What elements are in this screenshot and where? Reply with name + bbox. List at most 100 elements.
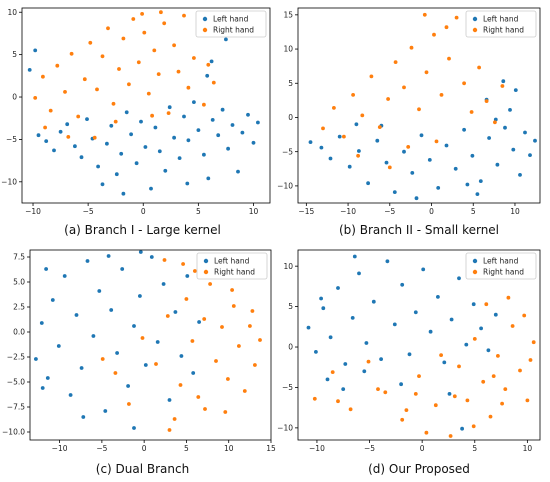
data-point (113, 119, 118, 124)
axes-frame (297, 7, 541, 204)
legend-label: Right hand (483, 26, 524, 35)
legend: Left hand Right hand (195, 10, 267, 38)
data-point (439, 93, 444, 97)
data-point (140, 336, 145, 340)
data-point (92, 135, 97, 140)
data-point (161, 282, 166, 286)
data-point (206, 176, 211, 181)
y-tick-label: −5 (282, 383, 293, 392)
data-point (421, 267, 426, 272)
data-point (85, 259, 90, 263)
data-point (376, 387, 380, 391)
data-point (182, 114, 186, 119)
data-point (484, 302, 489, 307)
data-point (533, 138, 537, 143)
legend-label: Right hand (213, 26, 254, 35)
data-point (63, 90, 67, 94)
data-point (513, 88, 518, 92)
legend-box (465, 252, 537, 280)
data-point (528, 153, 532, 158)
data-point (506, 295, 511, 300)
data-point (172, 417, 177, 421)
data-point (312, 396, 317, 401)
legend-label: Right hand (483, 268, 524, 277)
data-point (357, 149, 361, 153)
data-point (143, 363, 148, 367)
y-tick-label: −2.5 (7, 353, 25, 362)
data-point (384, 160, 389, 165)
data-point (181, 262, 186, 266)
data-point (121, 36, 126, 41)
data-point (501, 79, 506, 84)
data-point (226, 377, 230, 381)
data-point (157, 149, 162, 154)
data-point (223, 410, 228, 414)
data-point (211, 80, 216, 85)
data-point (511, 147, 516, 152)
data-point (454, 15, 459, 20)
data-point (410, 171, 415, 175)
data-point (337, 134, 342, 139)
legend-marker (202, 16, 208, 22)
data-point (414, 196, 419, 201)
data-point (354, 122, 359, 127)
x-tick-label: 0 (142, 444, 147, 453)
data-point (496, 354, 500, 358)
data-point (448, 434, 453, 438)
data-point (216, 133, 221, 138)
data-point (453, 166, 458, 171)
data-point (351, 93, 355, 97)
data-point (150, 113, 155, 118)
series-left-hand (306, 254, 498, 431)
data-point (424, 70, 429, 75)
data-point (186, 138, 191, 143)
data-point (356, 153, 360, 158)
data-point (342, 134, 346, 139)
y-tick-label: 0 (288, 343, 293, 352)
data-point (383, 390, 388, 395)
data-point (134, 161, 139, 166)
y-tick-label: 0 (288, 113, 293, 122)
legend-label: Left hand (214, 257, 250, 266)
data-point (417, 374, 421, 378)
data-point (173, 310, 178, 314)
data-point (113, 371, 118, 375)
data-point (111, 101, 116, 106)
data-point (452, 394, 457, 399)
data-point (236, 169, 240, 174)
legend-marker (203, 269, 209, 275)
data-point (417, 107, 421, 112)
data-point (85, 117, 89, 121)
data-point (91, 334, 96, 338)
data-point (146, 91, 151, 96)
data-point (202, 152, 206, 157)
data-point (156, 72, 161, 76)
data-point (226, 146, 231, 151)
legend-marker (203, 258, 209, 264)
data-point (357, 271, 361, 276)
data-point (432, 32, 436, 37)
data-point (140, 12, 145, 16)
data-point (457, 276, 461, 281)
x-tick-label: −10 (52, 444, 68, 453)
data-point (68, 393, 73, 397)
data-point (48, 108, 53, 113)
data-point (341, 387, 346, 391)
data-point (231, 304, 236, 308)
data-point (208, 282, 213, 286)
data-point (40, 386, 45, 390)
data-point (366, 359, 371, 364)
x-tick-label: 10 (510, 207, 520, 216)
legend: Left hand Right hand (465, 252, 537, 280)
data-point (66, 135, 71, 139)
data-point (184, 297, 189, 301)
axes-frame (297, 249, 541, 441)
x-tick-label: 10 (249, 207, 259, 216)
data-point (528, 358, 533, 362)
y-tick-label: −5.0 (7, 378, 25, 387)
legend-marker (202, 27, 208, 33)
data-point (105, 141, 109, 146)
data-point (177, 156, 182, 161)
data-point (436, 186, 441, 190)
data-point (159, 10, 163, 15)
